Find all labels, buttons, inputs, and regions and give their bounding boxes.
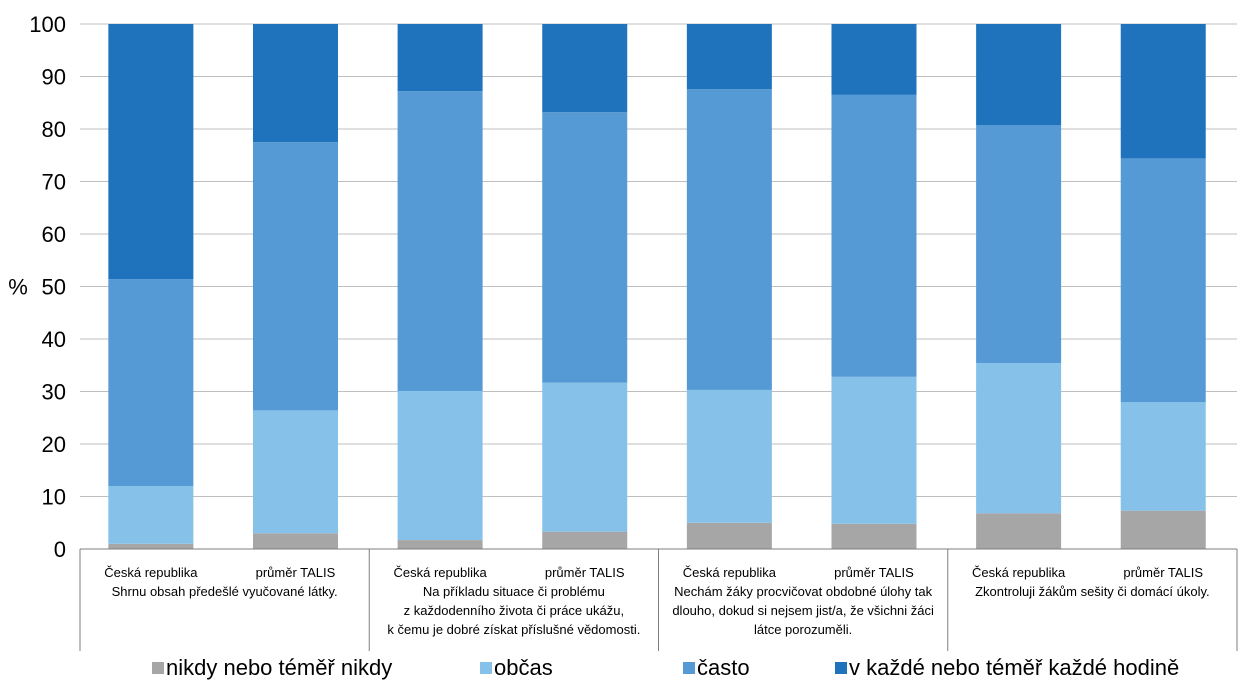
- x-group-label: k čemu je dobré získat příslušné vědomos…: [387, 622, 640, 637]
- y-axis: 0 10 20 30 40 50 60 70 80 90 100%: [8, 12, 66, 562]
- bar-segment: [397, 91, 483, 391]
- bar-segment: [976, 363, 1062, 514]
- x-axis: Česká republika průměr TALIS Shrnu obsah p…: [79, 548, 1238, 651]
- y-tick-label: 50: [42, 275, 66, 300]
- bar-segment: [976, 513, 1062, 549]
- bar-segment: [108, 279, 194, 486]
- bar-segment: [1120, 158, 1206, 402]
- bars: [108, 24, 1206, 549]
- legend-label: často: [697, 655, 750, 680]
- x-group-label: látce porozuměli.: [754, 622, 852, 637]
- bar-segment: [108, 486, 194, 544]
- y-tick-label: 70: [42, 170, 66, 195]
- legend-label: nikdy nebo téměř nikdy: [166, 655, 392, 680]
- x-group-label: Na příkladu situace či problému: [423, 584, 605, 599]
- y-tick-label: 20: [42, 432, 66, 457]
- x-category-label: Česká republika: [393, 565, 487, 580]
- y-tick-label: 0: [54, 537, 66, 562]
- x-category-label: Česká republika: [972, 565, 1066, 580]
- bar-segment: [976, 125, 1062, 364]
- legend-label: v každé nebo téměř každé hodině: [849, 655, 1179, 680]
- bar-segment: [397, 24, 483, 92]
- bar-segment: [686, 522, 772, 549]
- bar-segment: [831, 376, 917, 524]
- bar-segment: [108, 24, 194, 280]
- bar-segment: [252, 533, 338, 549]
- bar-segment: [831, 94, 917, 377]
- y-tick-label: 100: [29, 12, 66, 37]
- bar-segment: [1120, 510, 1206, 549]
- legend-swatch: [835, 662, 847, 674]
- bar-segment: [108, 543, 194, 549]
- x-group-label: dlouho, dokud si nejsem jist/a, že všich…: [672, 603, 934, 618]
- x-category-label: průměr TALIS: [545, 565, 625, 580]
- bar-segment: [686, 89, 772, 390]
- bar-segment: [542, 112, 628, 383]
- bar-segment: [1120, 24, 1206, 159]
- y-tick-label: 40: [42, 327, 66, 352]
- bar-segment: [397, 390, 483, 541]
- x-group-label: Shrnu obsah předešlé vyučované látky.: [112, 584, 338, 599]
- bar-segment: [831, 523, 917, 549]
- x-category-label: Česká republika: [104, 565, 198, 580]
- x-category-label: průměr TALIS: [1123, 565, 1203, 580]
- y-tick-label: 30: [42, 380, 66, 405]
- bar-segment: [976, 24, 1062, 126]
- legend-swatch: [152, 662, 164, 674]
- bar-segment: [686, 24, 772, 90]
- legend-swatch: [480, 662, 492, 674]
- legend: nikdy nebo téměř nikdy občas často v každé …: [152, 655, 1179, 680]
- x-group-label: Zkontroluji žákům sešity či domácí úkoly…: [975, 584, 1210, 599]
- bar-segment: [831, 24, 917, 95]
- bar-segment: [542, 382, 628, 532]
- y-tick-label: 60: [42, 222, 66, 247]
- y-axis-label: %: [8, 275, 28, 300]
- x-category-label: Česká republika: [683, 565, 777, 580]
- x-group-label: Nechám žáky procvičovat obdobné úlohy ta…: [674, 584, 932, 599]
- y-tick-label: 80: [42, 117, 66, 142]
- bar-segment: [397, 540, 483, 549]
- bar-segment: [1120, 402, 1206, 511]
- x-category-label: průměr TALIS: [256, 565, 336, 580]
- bar-segment: [252, 410, 338, 534]
- bar-segment: [542, 531, 628, 549]
- bar-segment: [252, 24, 338, 143]
- y-tick-label: 10: [42, 485, 66, 510]
- x-group-label: z každodenního života či práce ukážu,: [404, 603, 624, 618]
- bar-segment: [252, 142, 338, 411]
- x-category-label: průměr TALIS: [834, 565, 914, 580]
- bar-segment: [686, 389, 772, 523]
- legend-swatch: [683, 662, 695, 674]
- legend-label: občas: [494, 655, 553, 680]
- y-tick-label: 90: [42, 65, 66, 90]
- bar-segment: [542, 24, 628, 113]
